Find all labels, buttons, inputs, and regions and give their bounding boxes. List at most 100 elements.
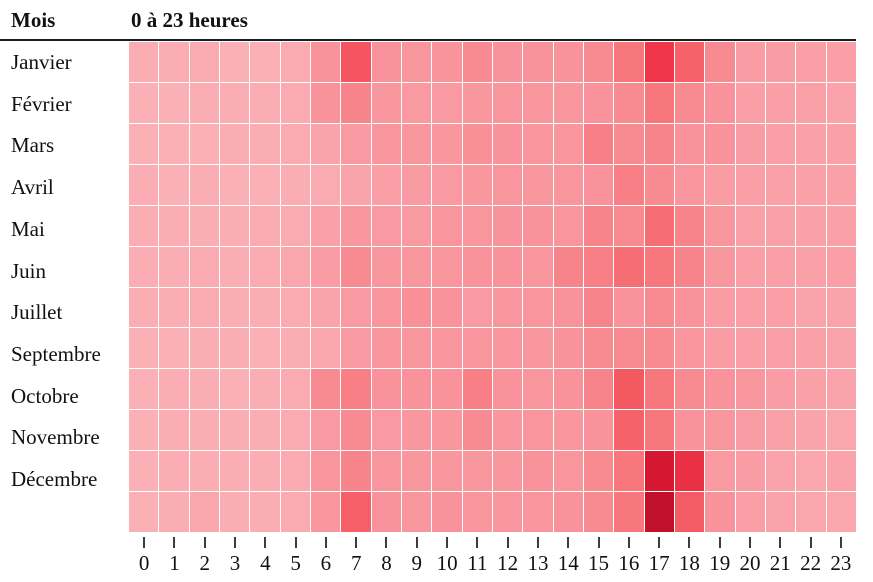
x-tick — [718, 537, 721, 548]
heatmap-cell — [402, 287, 432, 328]
heatmap-cell — [493, 123, 523, 164]
heatmap-cell — [553, 410, 583, 451]
x-tick-label: 12 — [497, 551, 519, 575]
heatmap-cell — [220, 410, 250, 451]
heatmap-cell — [432, 123, 462, 164]
x-tick — [324, 537, 327, 548]
heatmap-cell — [250, 42, 280, 82]
heatmap-cell — [826, 287, 856, 328]
heatmap-cell — [402, 82, 432, 123]
heatmap-cell — [250, 328, 280, 369]
heatmap-cell — [523, 369, 553, 410]
heatmap-cell — [159, 82, 189, 123]
heatmap-cell — [250, 492, 280, 532]
heatmap-cell — [341, 123, 371, 164]
heatmap-cell — [523, 287, 553, 328]
heatmap-cell — [614, 451, 644, 492]
heatmap-cell — [371, 410, 401, 451]
heatmap-cell — [341, 82, 371, 123]
heatmap-cell — [766, 451, 796, 492]
heatmap-cell — [705, 42, 735, 82]
heatmap-cell — [220, 42, 250, 82]
heatmap-cell — [735, 205, 765, 246]
heatmap-cell — [644, 451, 674, 492]
heatmap-cell — [523, 410, 553, 451]
heatmap-cell — [280, 82, 310, 123]
heatmap-cell — [341, 164, 371, 205]
month-label: Mai — [11, 216, 45, 241]
heatmap-cell — [705, 328, 735, 369]
heatmap-cell — [735, 164, 765, 205]
heatmap-cell — [493, 328, 523, 369]
x-tick-label: 5 — [290, 551, 301, 575]
heatmap-cell — [705, 369, 735, 410]
month-label: Septembre — [11, 341, 101, 366]
heatmap-cell — [462, 410, 492, 451]
heatmap-cell — [311, 205, 341, 246]
heatmap-cell — [402, 123, 432, 164]
x-tick — [688, 537, 691, 548]
x-tick — [536, 537, 539, 548]
heatmap-cell — [705, 205, 735, 246]
heatmap-cell — [644, 369, 674, 410]
heatmap-cell — [675, 369, 705, 410]
heatmap-cell — [614, 205, 644, 246]
heatmap-cell — [462, 42, 492, 82]
heatmap-cell — [402, 164, 432, 205]
heatmap-cell — [766, 492, 796, 532]
heatmap-cell — [432, 410, 462, 451]
heatmap-cell — [493, 164, 523, 205]
x-tick-label: 1 — [169, 551, 180, 575]
heatmap-cell — [553, 246, 583, 287]
heatmap-cell — [644, 287, 674, 328]
heatmap-cell — [129, 451, 159, 492]
heatmap-cell — [796, 492, 826, 532]
month-label: Avril — [11, 175, 54, 200]
heatmap-cell — [371, 82, 401, 123]
heatmap-cell — [614, 123, 644, 164]
heatmap-cell — [644, 42, 674, 82]
heatmap-cell — [432, 246, 462, 287]
heatmap-cell — [826, 410, 856, 451]
x-tick — [203, 537, 206, 548]
heatmap-cell — [371, 164, 401, 205]
heatmap-cell — [675, 123, 705, 164]
heatmap-cell — [523, 82, 553, 123]
heatmap-cell — [341, 328, 371, 369]
heatmap-cell — [159, 369, 189, 410]
heatmap-cell — [523, 328, 553, 369]
heatmap-cell — [220, 246, 250, 287]
heatmap-cell — [493, 369, 523, 410]
heatmap-cell — [432, 328, 462, 369]
heatmap-cell — [402, 369, 432, 410]
heatmap-cell — [220, 164, 250, 205]
heatmap-cell — [523, 42, 553, 82]
heatmap-cell — [341, 205, 371, 246]
x-tick-label: 19 — [709, 551, 731, 575]
heatmap-cell — [705, 82, 735, 123]
heatmap-cell — [766, 205, 796, 246]
heatmap-cell — [675, 410, 705, 451]
heatmap-cell — [280, 492, 310, 532]
heatmap-cell — [371, 123, 401, 164]
heatmap-cell — [675, 42, 705, 82]
heatmap-cell — [553, 123, 583, 164]
heatmap-cell — [129, 42, 159, 82]
heatmap-cell — [341, 246, 371, 287]
heatmap-cell — [371, 42, 401, 82]
heatmap-cell — [189, 164, 219, 205]
heatmap-cell — [735, 328, 765, 369]
heatmap-cell — [311, 451, 341, 492]
heatmap-cell — [371, 492, 401, 532]
heatmap-cell — [796, 328, 826, 369]
heatmap-cell — [644, 410, 674, 451]
x-tick — [476, 537, 479, 548]
heatmap-cell — [675, 82, 705, 123]
heatmap-cell — [341, 451, 371, 492]
heatmap-cell — [341, 410, 371, 451]
heatmap-cell — [584, 123, 614, 164]
x-tick-label: 10 — [436, 551, 458, 575]
heatmap-cell — [280, 205, 310, 246]
heatmap-cell — [432, 287, 462, 328]
heatmap-cell — [250, 451, 280, 492]
